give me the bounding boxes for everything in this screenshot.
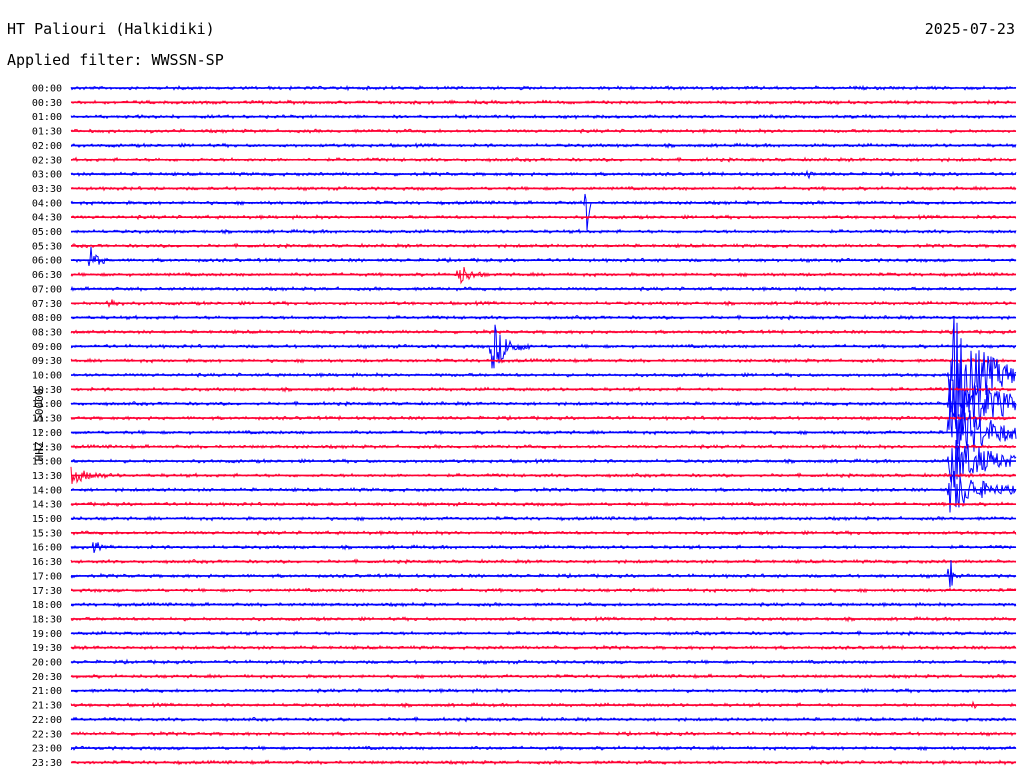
row-time-label: 18:00 <box>32 600 62 611</box>
row-time-label: 21:30 <box>32 701 62 712</box>
row-time-label: 11:30 <box>32 414 62 425</box>
row-time-label: 07:30 <box>32 299 62 310</box>
row-time-label: 20:00 <box>32 658 62 669</box>
row-time-label: 09:30 <box>32 356 62 367</box>
row-time-label: 17:00 <box>32 571 62 582</box>
row-time-label: 02:30 <box>32 155 62 166</box>
trace-row-1200 <box>70 398 1017 462</box>
row-time-label: 11:00 <box>32 399 62 410</box>
date-label: 2025-07-23 <box>924 20 1015 38</box>
row-time-label: 02:00 <box>32 141 62 152</box>
station-title: HT Paliouri (Halkidiki) <box>7 20 215 38</box>
row-time-label: 13:30 <box>32 471 62 482</box>
row-time-label: 15:30 <box>32 528 62 539</box>
trace-row-0400 <box>70 193 1017 231</box>
row-time-label: 05:30 <box>32 241 62 252</box>
row-time-label: 07:00 <box>32 284 62 295</box>
row-time-label: 10:00 <box>32 371 62 382</box>
row-time-label: 13:00 <box>32 457 62 468</box>
trace-row-1400 <box>70 471 1017 513</box>
row-time-label: 19:00 <box>32 629 62 640</box>
trace-row-0600 <box>70 247 1017 266</box>
row-time-label: 20:30 <box>32 672 62 683</box>
row-time-label: 00:00 <box>32 84 62 95</box>
row-time-label: 19:30 <box>32 643 62 654</box>
row-time-label: 18:30 <box>32 614 62 625</box>
row-time-label: 05:00 <box>32 227 62 238</box>
row-time-label: 01:30 <box>32 127 62 138</box>
row-time-label: 01:00 <box>32 112 62 123</box>
row-time-label: 08:00 <box>32 313 62 324</box>
row-time-label: 16:00 <box>32 543 62 554</box>
row-time-label: 22:00 <box>32 715 62 726</box>
row-time-label: 14:30 <box>32 500 62 511</box>
row-time-label: 12:30 <box>32 442 62 453</box>
row-time-label: 04:00 <box>32 198 62 209</box>
row-time-label: 17:30 <box>32 586 62 597</box>
row-time-label: 12:00 <box>32 428 62 439</box>
row-time-label: 06:00 <box>32 256 62 267</box>
row-time-label: 06:30 <box>32 270 62 281</box>
row-time-label: 14:00 <box>32 485 62 496</box>
row-time-label: 22:30 <box>32 729 62 740</box>
row-time-label: 23:30 <box>32 758 62 769</box>
row-time-label: 16:30 <box>32 557 62 568</box>
row-time-label: 23:00 <box>32 744 62 755</box>
row-time-label: 21:00 <box>32 686 62 697</box>
row-time-label: 10:30 <box>32 385 62 396</box>
filter-label: Applied filter: WWSSN-SP <box>7 51 224 69</box>
row-time-label: 09:00 <box>32 342 62 353</box>
trace-row-1700 <box>70 560 1017 588</box>
row-time-label: 15:00 <box>32 514 62 525</box>
row-time-label: 04:30 <box>32 213 62 224</box>
row-time-label: 08:30 <box>32 327 62 338</box>
row-time-label: 03:00 <box>32 170 62 181</box>
row-time-label: 03:30 <box>32 184 62 195</box>
row-time-label: 00:30 <box>32 98 62 109</box>
